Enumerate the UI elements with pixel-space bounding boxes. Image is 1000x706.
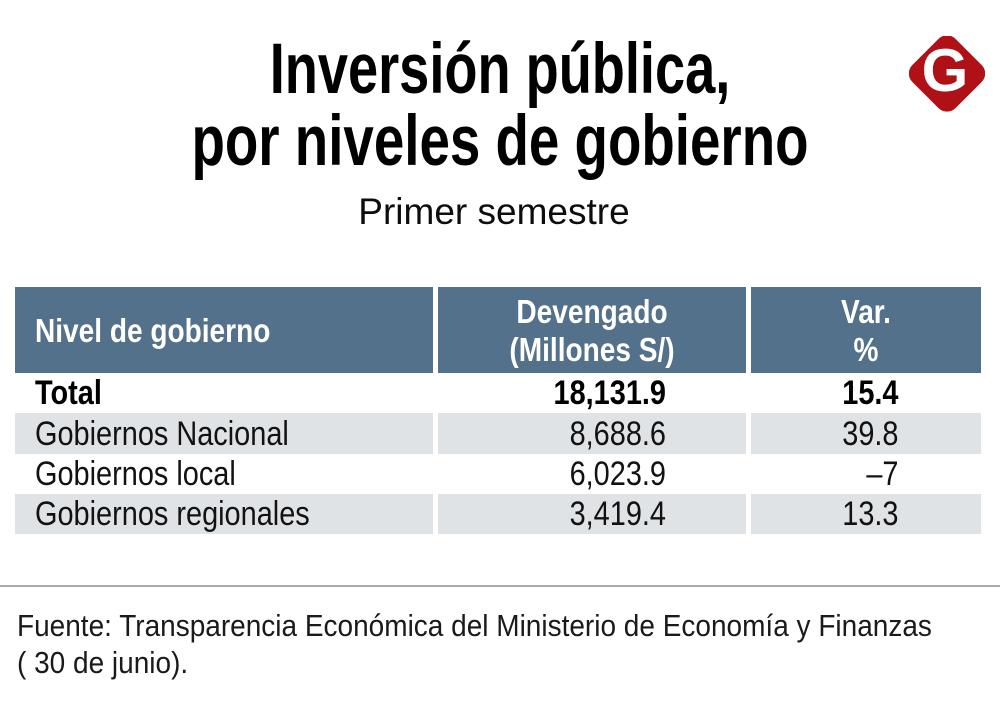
row-var: 15.4 — [842, 374, 899, 413]
logo-letter: G — [922, 37, 969, 104]
row-var: –7 — [866, 454, 899, 493]
gestion-logo-icon: G — [908, 35, 986, 112]
row-devengado: 8,688.6 — [438, 413, 746, 454]
row-label: Total — [35, 374, 102, 413]
table-row-regionales: Gobiernos regionales 3,419.4 13.3 — [15, 494, 981, 535]
row-devengado: 18,131.9 — [553, 374, 666, 413]
title-line-2: por niveles de gobierno — [191, 102, 809, 182]
source-line-1: Fuente: Transparencia Económica del Mini… — [17, 608, 932, 643]
gestion-logo: G — [908, 35, 986, 112]
column-header-var: Var. % — [751, 287, 981, 373]
table-row-local: Gobiernos local 6,023.9 –7 — [15, 454, 981, 494]
row-devengado: 6,023.9 — [569, 454, 666, 493]
table-header-row: Nivel de gobierno Devengado (Millones S/… — [15, 287, 981, 373]
row-label: Gobiernos local — [35, 454, 236, 493]
data-table: Nivel de gobierno Devengado (Millones S/… — [15, 287, 981, 535]
footer-divider — [0, 585, 1000, 587]
page-subtitle: Primer semestre — [358, 190, 630, 232]
table-row-nacional: Gobiernos Nacional 8,688.6 39.8 — [15, 413, 981, 454]
row-label: Gobiernos regionales — [15, 494, 433, 535]
page-title: Inversión pública, por niveles de gobier… — [0, 30, 1000, 182]
row-var: 13.3 — [751, 494, 981, 535]
table-row-total: Total 18,131.9 15.4 — [15, 373, 981, 413]
source-note: Fuente: Transparencia Económica del Mini… — [17, 608, 997, 681]
row-label: Gobiernos Nacional — [15, 413, 433, 454]
row-var: 39.8 — [751, 413, 981, 454]
source-line-2: ( 30 de junio). — [17, 644, 189, 680]
column-header-nivel: Nivel de gobierno — [15, 287, 433, 373]
column-header-devengado: Devengado (Millones S/) — [438, 287, 746, 373]
title-line-1: Inversión pública, — [269, 30, 731, 109]
row-devengado: 3,419.4 — [438, 494, 746, 535]
